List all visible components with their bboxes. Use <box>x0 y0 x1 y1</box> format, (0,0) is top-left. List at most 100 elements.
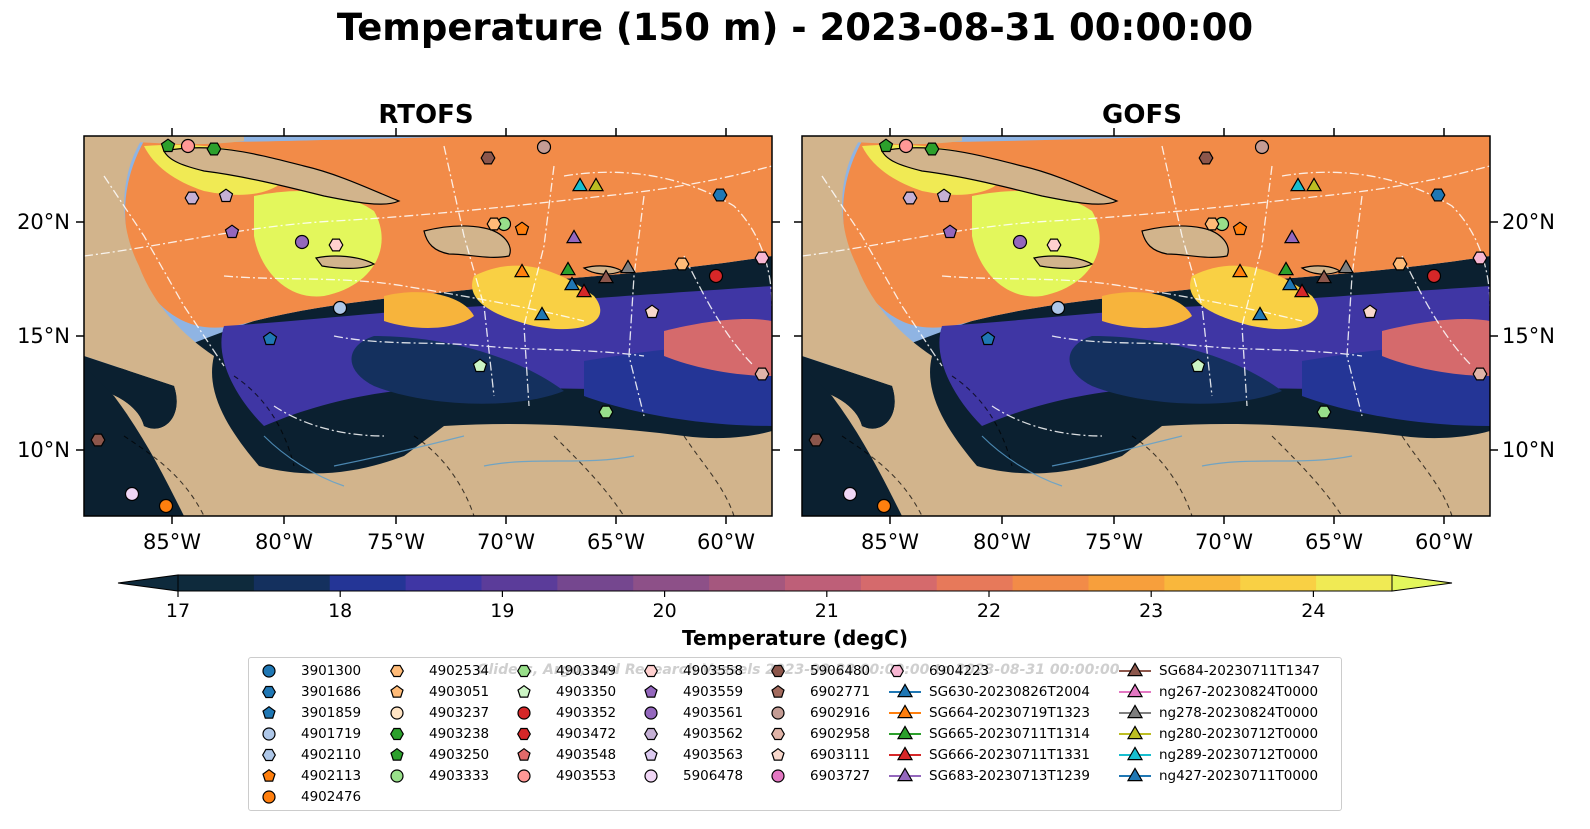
observation-marker <box>712 188 728 202</box>
rtofs-map <box>84 136 772 516</box>
observation-marker <box>1426 268 1442 284</box>
legend-marker-shape <box>262 748 276 762</box>
lat-tick-label: 20°N <box>17 210 70 234</box>
legend-marker <box>262 685 276 699</box>
observation-marker <box>262 331 278 346</box>
lon-tick-label: 75°W <box>1085 530 1143 554</box>
observation-marker <box>559 261 577 276</box>
legend-label: 4902534 <box>429 663 490 679</box>
lon-tick-label: 75°W <box>367 530 425 554</box>
legend-label: ng280-20230712T0000 <box>1159 726 1319 742</box>
observation-marker <box>1283 229 1301 244</box>
legend-watermark: Gliders, Argo, and Research Vessels 2023… <box>477 662 1120 678</box>
observation-marker <box>1281 276 1299 291</box>
legend-label: 6902916 <box>810 705 871 721</box>
legend-label: SG665-20230711T1314 <box>929 726 1090 742</box>
observation-marker <box>472 358 488 373</box>
lon-tick-label: 65°W <box>587 530 645 554</box>
observation-marker <box>898 138 914 154</box>
legend-label: 6904223 <box>929 663 990 679</box>
observation-markers <box>90 138 1488 514</box>
colorbar-tick-label: 24 <box>1301 600 1325 622</box>
observation-marker <box>565 229 583 244</box>
colorbar-segment <box>860 575 938 591</box>
observation-marker <box>1198 151 1214 165</box>
legend-label: 4903352 <box>556 705 617 721</box>
legend-marker <box>890 664 904 678</box>
colorbar-tick-label: 17 <box>166 600 190 622</box>
observation-marker <box>644 304 660 319</box>
legend-marker <box>1119 683 1151 698</box>
legend-marker-shape <box>1126 683 1144 698</box>
observation-marker <box>218 188 234 203</box>
observation-marker <box>158 498 174 514</box>
observation-marker <box>224 224 240 239</box>
legend-marker-shape <box>771 684 785 698</box>
observation-marker <box>942 224 958 239</box>
lon-tick-label: 85°W <box>861 530 919 554</box>
lat-tick-label: 10°N <box>1502 438 1555 462</box>
colorbar-segment <box>1316 575 1393 591</box>
observation-marker <box>1251 306 1269 321</box>
colorbar-tick-label: 23 <box>1139 600 1163 622</box>
legend-marker-shape <box>896 683 914 698</box>
legend-marker-shape <box>1126 746 1144 761</box>
legend-label: 4903333 <box>429 768 490 784</box>
observation-marker <box>902 191 918 205</box>
figure-title: Temperature (150 m) - 2023-08-31 00:00:0… <box>336 6 1254 49</box>
legend-marker-shape <box>262 685 276 699</box>
legend-marker <box>889 704 921 719</box>
observation-marker <box>1050 300 1066 316</box>
legend-label: 6902771 <box>810 684 871 700</box>
legend-marker <box>517 664 531 678</box>
legend-marker-shape <box>262 790 276 804</box>
legend-marker <box>390 664 404 678</box>
legend-label: 5906478 <box>683 768 744 784</box>
legend-label: 5906480 <box>810 663 871 679</box>
observation-marker <box>328 238 344 252</box>
legend-label: ng427-20230711T0000 <box>1159 768 1319 784</box>
legend-marker <box>262 748 276 762</box>
legend-label: ng289-20230712T0000 <box>1159 747 1319 763</box>
lat-tick-label: 15°N <box>17 324 70 348</box>
legend-marker <box>644 747 658 761</box>
observation-marker <box>1204 217 1220 231</box>
legend-marker-shape <box>262 727 276 741</box>
observation-marker <box>180 138 196 154</box>
legend-marker <box>262 664 276 678</box>
legend-marker-shape <box>262 705 276 719</box>
colorbar-label: Temperature (degC) <box>682 626 908 650</box>
legend-marker-shape <box>517 706 531 720</box>
legend-label: 4902476 <box>301 789 362 805</box>
legend-marker <box>1119 662 1151 677</box>
legend-marker-shape <box>517 684 531 698</box>
legend-label: 3901300 <box>301 663 362 679</box>
legend-label: 4903472 <box>556 726 617 742</box>
legend-marker <box>1119 725 1151 740</box>
legend-marker-shape <box>390 684 404 698</box>
legend-label: SG666-20230711T1331 <box>929 747 1090 763</box>
legend-marker-shape <box>771 664 785 678</box>
legend-marker-shape <box>644 684 658 698</box>
legend-marker <box>889 746 921 761</box>
legend-marker-shape <box>390 769 404 783</box>
colorbar-segment <box>1012 575 1089 591</box>
legend-label: 4903250 <box>429 747 490 763</box>
observation-marker <box>513 263 531 278</box>
legend-marker <box>889 725 921 740</box>
legend-label: SG630-20230826T2004 <box>929 684 1090 700</box>
legend-marker-shape <box>896 725 914 740</box>
colorbar-tick-label: 18 <box>328 600 352 622</box>
rtofs-map-frame <box>83 135 773 517</box>
legend-marker-shape <box>517 664 531 678</box>
observation-marker <box>1362 304 1378 319</box>
legend-marker <box>390 747 404 761</box>
legend-marker-shape <box>1126 704 1144 719</box>
legend-label: 4903051 <box>429 684 490 700</box>
observation-marker <box>1190 358 1206 373</box>
legend-marker-shape <box>262 664 276 678</box>
lon-tick-label: 60°W <box>697 530 755 554</box>
colorbar-segment <box>633 575 710 591</box>
observation-marker <box>1305 177 1323 192</box>
legend-marker <box>644 727 658 741</box>
